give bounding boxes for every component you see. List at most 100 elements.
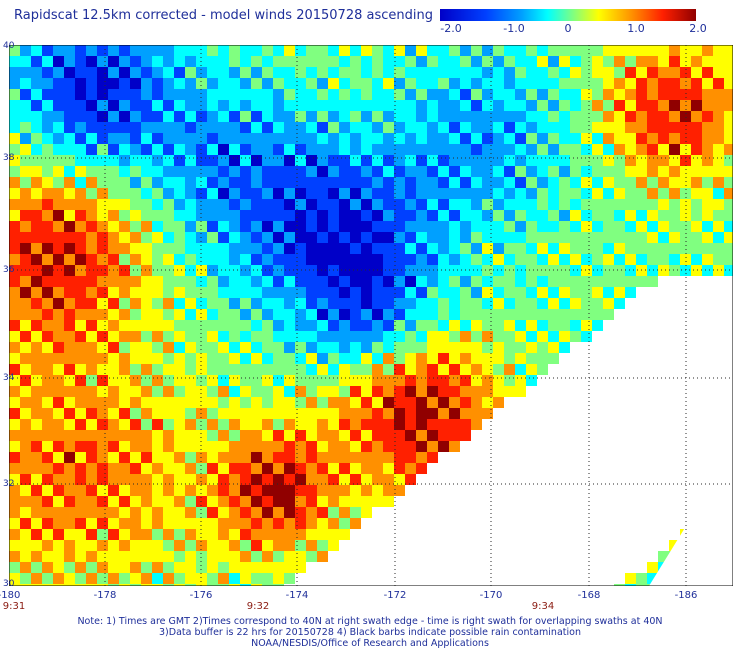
wind-cell: [42, 320, 53, 331]
wind-cell: [53, 45, 64, 56]
wind-cell: [603, 111, 614, 122]
wind-cell: [306, 199, 317, 210]
wind-cell: [130, 353, 141, 364]
wind-cell: [493, 89, 504, 100]
wind-cell: [86, 232, 97, 243]
wind-cell: [251, 430, 262, 441]
wind-cell: [75, 551, 86, 562]
wind-cell: [185, 463, 196, 474]
wind-cell: [185, 485, 196, 496]
wind-cell: [350, 265, 361, 276]
wind-cell: [713, 100, 724, 111]
wind-cell: [174, 298, 185, 309]
wind-cell: [548, 331, 559, 342]
wind-cell: [207, 441, 218, 452]
wind-cell: [119, 122, 130, 133]
wind-cell: [636, 254, 647, 265]
wind-cell: [372, 496, 383, 507]
wind-cell: [317, 78, 328, 89]
wind-cell: [20, 452, 31, 463]
wind-cell: [405, 375, 416, 386]
wind-cell: [350, 386, 361, 397]
time-label: 9:34: [531, 601, 555, 612]
wind-cell: [240, 45, 251, 56]
wind-cell: [20, 353, 31, 364]
wind-cell: [251, 408, 262, 419]
wind-cell: [669, 144, 680, 155]
wind-cell: [31, 122, 42, 133]
wind-cell: [295, 56, 306, 67]
wind-cell: [9, 397, 20, 408]
wind-cell: [372, 155, 383, 166]
wind-cell: [317, 188, 328, 199]
wind-cell: [9, 67, 20, 78]
wind-cell: [174, 177, 185, 188]
wind-cell: [702, 199, 713, 210]
wind-cell: [603, 309, 614, 320]
wind-cell: [416, 342, 427, 353]
wind-cell: [229, 177, 240, 188]
wind-cell: [471, 353, 482, 364]
wind-cell: [328, 353, 339, 364]
wind-cell: [647, 177, 658, 188]
wind-cell: [724, 155, 733, 166]
wind-cell: [251, 287, 262, 298]
wind-cell: [152, 496, 163, 507]
wind-cell: [251, 177, 262, 188]
wind-cell: [350, 45, 361, 56]
wind-cell: [306, 463, 317, 474]
wind-cell: [97, 320, 108, 331]
wind-cell: [196, 199, 207, 210]
wind-cell: [636, 276, 647, 287]
wind-cell: [240, 386, 251, 397]
wind-cell: [86, 210, 97, 221]
wind-cell: [207, 122, 218, 133]
wind-cell: [581, 144, 592, 155]
wind-cell: [526, 45, 537, 56]
wind-cell: [262, 386, 273, 397]
wind-cell: [64, 67, 75, 78]
wind-cell: [240, 199, 251, 210]
wind-cell: [75, 419, 86, 430]
wind-cell: [427, 122, 438, 133]
wind-cell: [273, 210, 284, 221]
wind-cell: [75, 518, 86, 529]
wind-cell: [240, 133, 251, 144]
wind-cell: [724, 188, 733, 199]
wind-cell: [75, 529, 86, 540]
wind-cell: [229, 331, 240, 342]
wind-cell: [152, 320, 163, 331]
wind-cell: [97, 463, 108, 474]
wind-cell: [86, 133, 97, 144]
wind-cell: [658, 232, 669, 243]
wind-cell: [240, 518, 251, 529]
wind-cell: [581, 309, 592, 320]
wind-cell: [438, 144, 449, 155]
wind-cell: [350, 155, 361, 166]
wind-cell: [240, 320, 251, 331]
wind-cell: [680, 122, 691, 133]
wind-cell: [119, 573, 130, 584]
wind-cell: [9, 430, 20, 441]
wind-cell: [86, 496, 97, 507]
wind-cell: [185, 562, 196, 573]
wind-cell: [372, 430, 383, 441]
wind-cell: [251, 518, 262, 529]
wind-cell: [350, 89, 361, 100]
wind-cell: [141, 562, 152, 573]
wind-cell: [592, 89, 603, 100]
wind-cell: [581, 177, 592, 188]
wind-cell: [537, 111, 548, 122]
wind-cell: [130, 89, 141, 100]
wind-cell: [449, 144, 460, 155]
wind-cell: [328, 452, 339, 463]
wind-cell: [262, 430, 273, 441]
wind-cell: [108, 111, 119, 122]
wind-cell: [680, 254, 691, 265]
wind-cell: [394, 45, 405, 56]
wind-cell: [229, 78, 240, 89]
wind-cell: [185, 309, 196, 320]
wind-cell: [493, 287, 504, 298]
wind-cell: [625, 210, 636, 221]
wind-cell: [284, 573, 295, 584]
